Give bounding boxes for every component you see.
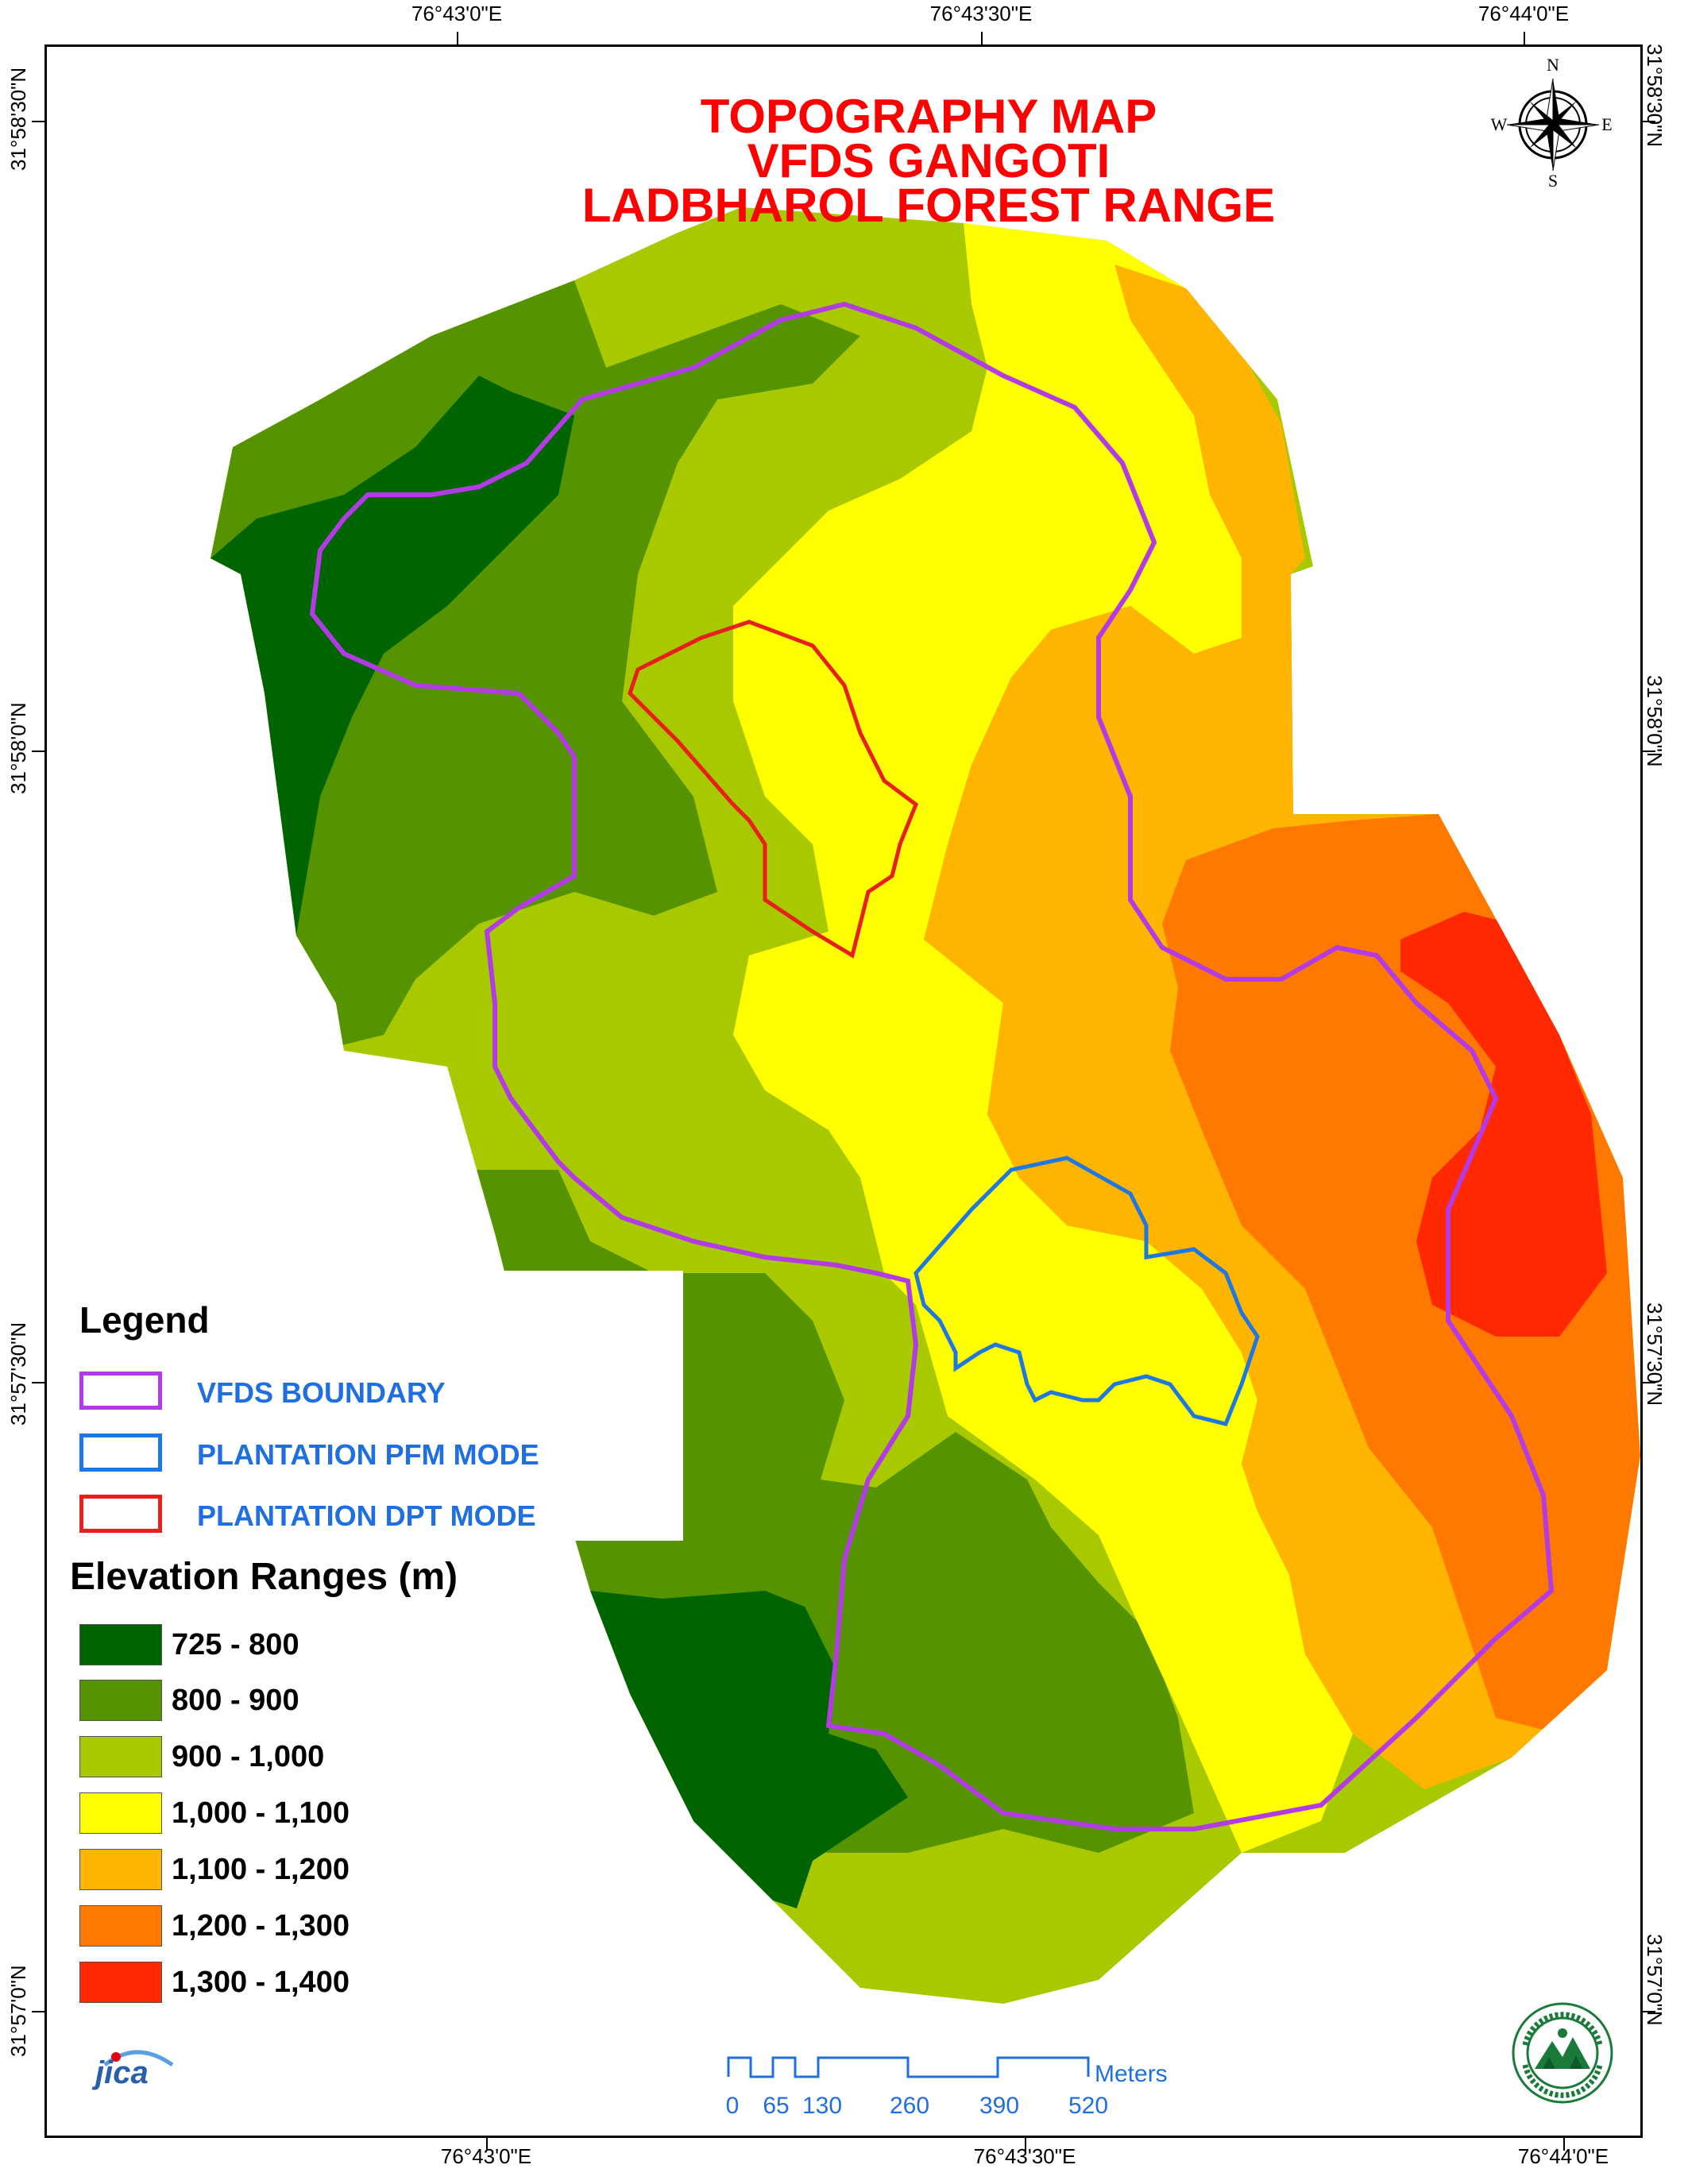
scale-bar — [727, 2053, 1092, 2085]
scale-tick-130: 130 — [802, 2093, 843, 2119]
elev-label-1: 725 - 800 — [172, 1628, 299, 1661]
tick-left-3 — [32, 1382, 44, 1383]
forest-department-seal-icon — [1511, 2001, 1614, 2105]
map-title: TOPOGRAPHY MAP VFDS GANGOTI LADBHAROL FO… — [492, 90, 1365, 232]
elev-label-5: 1,100 - 1,200 — [172, 1853, 350, 1886]
elev-label-7: 1,300 - 1,400 — [172, 1966, 350, 1999]
tick-bottom-3 — [1563, 2138, 1565, 2151]
tick-left-1 — [32, 121, 44, 122]
elev-swatch-4 — [79, 1792, 162, 1834]
map-title-line3: LADBHAROL FOREST RANGE — [581, 179, 1276, 232]
tick-right-1 — [1643, 121, 1655, 122]
map-title-line2: VFDS GANGOTI — [747, 134, 1111, 187]
legend-pfm-label: PLANTATION PFM MODE — [197, 1438, 539, 1471]
tick-right-4 — [1643, 2011, 1655, 2012]
elev-label-2: 800 - 900 — [172, 1684, 299, 1717]
elevation-ranges-title: Elevation Ranges (m) — [70, 1556, 458, 1598]
legend-title: Legend — [79, 1299, 210, 1341]
elev-725-800-zone-nw — [211, 376, 574, 936]
tick-right-3 — [1643, 1382, 1655, 1383]
tick-top-3 — [1524, 32, 1525, 44]
plantation-dpt-line — [628, 619, 919, 959]
compass-rose-icon: N S E W — [1489, 55, 1617, 191]
tick-bottom-1 — [486, 2138, 488, 2151]
coord-left-4: 31°57'0"N — [6, 1965, 30, 2057]
tick-right-2 — [1643, 751, 1655, 752]
jica-logo-icon — [89, 2041, 184, 2105]
elev-swatch-3 — [79, 1736, 162, 1777]
coord-left-1: 31°58'30"N — [6, 67, 30, 171]
elev-swatch-2 — [79, 1680, 162, 1721]
coord-top-3: 76°44'0"E — [1477, 2, 1570, 25]
legend-vfds-swatch — [79, 1372, 162, 1410]
elev-label-6: 1,200 - 1,300 — [172, 1909, 350, 1943]
elev-label-3: 900 - 1,000 — [172, 1740, 325, 1773]
map-title-line1: TOPOGRAPHY MAP — [700, 90, 1157, 143]
legend-vfds-label: VFDS BOUNDARY — [197, 1376, 446, 1409]
plantation-pfm-line — [914, 1156, 1260, 1426]
legend-dpt-swatch — [79, 1495, 162, 1533]
map-canvas — [211, 207, 1640, 2004]
tick-left-2 — [32, 751, 44, 752]
north-label: N — [1547, 55, 1559, 75]
coord-top-2: 76°43'30"E — [929, 2, 1033, 25]
elev-swatch-7 — [79, 1962, 162, 2003]
scale-tick-520: 520 — [1068, 2093, 1109, 2119]
legend-dpt-label: PLANTATION DPT MODE — [197, 1499, 536, 1532]
elev-800-900-zone-west — [211, 280, 860, 1051]
vfds-boundary-line — [309, 301, 1555, 1831]
tick-left-4 — [32, 2011, 44, 2012]
scale-tick-0: 0 — [725, 2093, 740, 2119]
coord-right-3: 31°57'30"N — [1643, 1302, 1667, 1406]
scale-tick-260: 260 — [889, 2093, 930, 2119]
map-frame: TOPOGRAPHY MAP VFDS GANGOTI LADBHAROL FO… — [44, 44, 1643, 2138]
south-label: S — [1548, 171, 1558, 190]
coord-top-1: 76°43'0"E — [411, 2, 503, 25]
coord-left-2: 31°58'0"N — [6, 702, 30, 794]
elev-swatch-5 — [79, 1849, 162, 1890]
tick-bottom-2 — [1025, 2138, 1026, 2151]
tick-top-2 — [981, 32, 983, 44]
legend-pfm-swatch — [79, 1433, 162, 1472]
elev-label-4: 1,000 - 1,100 — [172, 1796, 350, 1830]
west-label: W — [1491, 114, 1508, 134]
scale-tick-390: 390 — [979, 2093, 1020, 2119]
coord-left-3: 31°57'30"N — [6, 1322, 30, 1426]
elev-725-800-zone-sw — [590, 1591, 908, 1908]
elev-swatch-1 — [79, 1624, 162, 1665]
elev-1300-1400-zone — [1400, 912, 1607, 1337]
scale-unit-label: Meters — [1095, 2061, 1168, 2087]
scale-tick-65: 65 — [763, 2093, 790, 2119]
coord-right-1: 31°58'30"N — [1643, 44, 1667, 148]
coord-right-2: 31°58'0"N — [1643, 675, 1667, 767]
elev-swatch-6 — [79, 1905, 162, 1947]
tick-top-1 — [457, 32, 458, 44]
elev-1000-1100-zone — [733, 223, 1353, 1853]
east-label: E — [1601, 114, 1612, 134]
jica-logo-text: jica — [95, 2055, 149, 2090]
